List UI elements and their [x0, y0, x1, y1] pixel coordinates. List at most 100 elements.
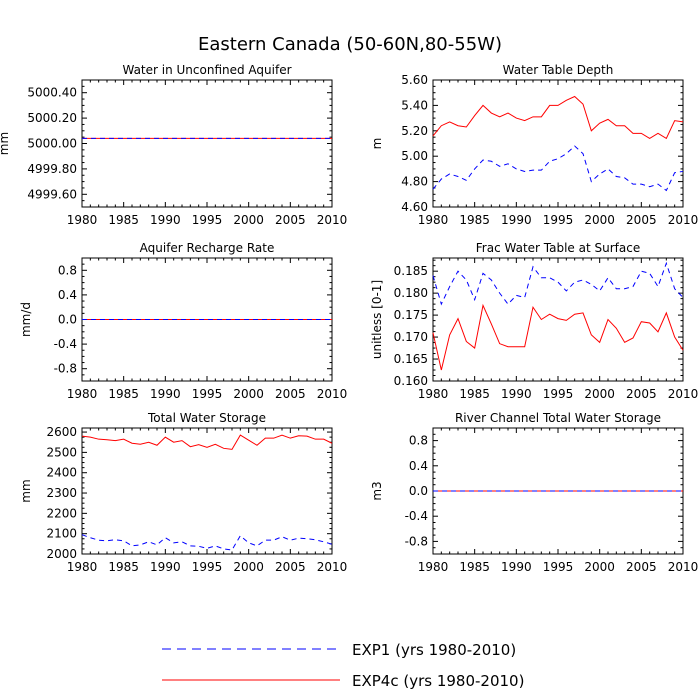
x-tick-label: 1980: [67, 560, 98, 574]
y-tick-label: -0.4: [54, 337, 77, 351]
y-tick-label: 2500: [46, 445, 77, 459]
series-line-exp4c: [432, 95, 684, 140]
panel-title: Aquifer Recharge Rate: [140, 241, 275, 255]
series-line-exp4c: [81, 434, 333, 450]
x-tick-label: 2000: [584, 213, 615, 227]
y-tick-label: 0.0: [58, 313, 77, 327]
x-tick-label: 2010: [668, 560, 699, 574]
x-tick-label: 1985: [108, 560, 139, 574]
x-tick-label: 1995: [543, 387, 574, 401]
y-tick-label: 2100: [46, 527, 77, 541]
y-tick-label: 5.60: [401, 73, 428, 87]
y-tick-label: 2200: [46, 506, 77, 520]
x-tick-label: 2005: [626, 213, 657, 227]
y-tick-label: 5.20: [401, 124, 428, 138]
panel-title: River Channel Total Water Storage: [455, 411, 661, 425]
x-tick-label: 1985: [459, 213, 490, 227]
x-tick-label: 1985: [459, 560, 490, 574]
plot-frame: [432, 257, 684, 382]
y-tick-label: 2000: [46, 547, 77, 561]
panel-6: River Channel Total Water Storage m3 1980 1…: [370, 411, 698, 574]
panel-2: Water Table Depth m 1980 1985 1990 1995 2000 20…: [370, 63, 698, 227]
x-tick-label: 1980: [418, 560, 449, 574]
x-tick-label: 1990: [501, 387, 532, 401]
x-tick-label: 2005: [626, 560, 657, 574]
y-tick-label: 5000.40: [27, 86, 77, 100]
series-line-exp1: [432, 145, 684, 192]
x-tick-label: 1985: [108, 213, 139, 227]
panel-title: Water in Unconfined Aquifer: [122, 63, 291, 77]
y-tick-label: 0.180: [394, 286, 428, 300]
x-tick-label: 1990: [501, 213, 532, 227]
panel-title: Total Water Storage: [147, 411, 266, 425]
panel-title: Water Table Depth: [503, 63, 614, 77]
x-tick-label: 1995: [192, 560, 223, 574]
y-tick-label: 4999.60: [27, 187, 77, 201]
x-tick-label: 2000: [233, 560, 264, 574]
x-tick-label: 1995: [192, 213, 223, 227]
legend-label-exp4c: EXP4c (yrs 1980-2010): [352, 672, 524, 690]
y-axis-label: mm: [0, 132, 11, 155]
x-tick-label: 2005: [626, 387, 657, 401]
y-axis-label: m3: [370, 481, 384, 500]
y-tick-label: 0.185: [394, 264, 428, 278]
y-tick-label: 0.175: [394, 308, 428, 322]
y-axis-label: m: [370, 138, 384, 150]
x-tick-label: 1980: [418, 387, 449, 401]
y-tick-label: 5.40: [401, 98, 428, 112]
x-tick-label: 2005: [275, 560, 306, 574]
y-axis-label: mm: [19, 479, 33, 502]
y-tick-label: 5000.00: [27, 137, 77, 151]
x-tick-label: 1995: [543, 213, 574, 227]
y-tick-label: 0.165: [394, 352, 428, 366]
x-tick-label: 1980: [418, 213, 449, 227]
x-tick-label: 2000: [233, 213, 264, 227]
x-tick-label: 1980: [67, 213, 98, 227]
y-tick-label: 0.8: [409, 434, 428, 448]
y-tick-label: 0.170: [394, 330, 428, 344]
x-tick-label: 2005: [275, 387, 306, 401]
y-tick-label: 0.160: [394, 374, 428, 388]
y-axis-label: unitless [0-1]: [370, 280, 384, 359]
series-line-exp4c: [432, 303, 684, 371]
panel-4: Frac Water Table at Surface unitless [0-1…: [370, 241, 698, 401]
y-tick-label: 0.0: [409, 484, 428, 498]
y-tick-label: 0.4: [409, 459, 428, 473]
plot-frame: [432, 79, 684, 208]
x-tick-label: 2010: [317, 213, 348, 227]
y-tick-label: -0.8: [54, 362, 77, 376]
y-tick-label: 2300: [46, 486, 77, 500]
y-tick-label: -0.4: [405, 509, 428, 523]
x-tick-label: 1985: [459, 387, 490, 401]
x-tick-label: 2005: [275, 213, 306, 227]
y-tick-label: -0.8: [405, 534, 428, 548]
x-tick-label: 1985: [108, 387, 139, 401]
y-tick-label: 2400: [46, 466, 77, 480]
panels-group: Water in Unconfined Aquifer mm 1980 1985 199…: [0, 63, 698, 574]
legend-label-exp1: EXP1 (yrs 1980-2010): [352, 641, 516, 659]
x-tick-label: 1995: [192, 387, 223, 401]
figure-title: Eastern Canada (50-60N,80-55W): [198, 34, 502, 55]
panel-title: Frac Water Table at Surface: [476, 241, 640, 255]
series-line-exp1: [432, 261, 684, 306]
x-tick-label: 1990: [150, 560, 181, 574]
y-tick-label: 2600: [46, 425, 77, 439]
panel-1: Water in Unconfined Aquifer mm 1980 1985 199…: [0, 63, 347, 227]
x-tick-label: 2010: [317, 387, 348, 401]
x-tick-label: 1995: [543, 560, 574, 574]
y-tick-label: 5.00: [401, 149, 428, 163]
y-tick-label: 0.4: [58, 288, 77, 302]
y-tick-label: 4.60: [401, 200, 428, 214]
y-tick-label: 4.80: [401, 175, 428, 189]
x-tick-label: 2010: [317, 560, 348, 574]
x-tick-label: 2010: [668, 213, 699, 227]
series-line-exp1: [81, 534, 333, 551]
x-tick-label: 1990: [501, 560, 532, 574]
y-axis-label: mm/d: [19, 302, 33, 337]
x-tick-label: 1990: [150, 213, 181, 227]
x-tick-label: 2010: [668, 387, 699, 401]
panel-5: Total Water Storage mm 1980 1985 1990 1995 200…: [19, 411, 347, 574]
x-tick-label: 2000: [233, 387, 264, 401]
y-tick-label: 0.8: [58, 263, 77, 277]
